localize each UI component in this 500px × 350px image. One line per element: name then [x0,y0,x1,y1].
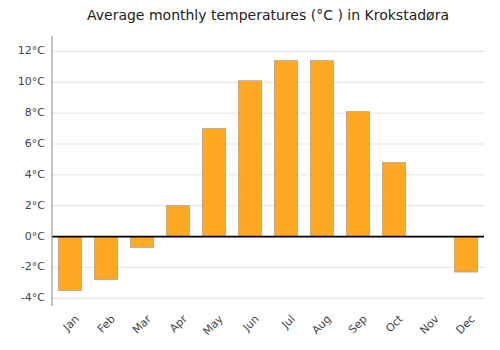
y-tick-label: 2°C [25,199,45,212]
grid-line [52,82,484,83]
bar [238,81,261,237]
y-tick-label: 8°C [25,106,45,119]
y-tick-label: -4°C [21,291,45,304]
y-axis-line [52,36,53,306]
title: Average monthly temperatures (°C ) in Kr… [87,7,449,23]
grid-line [52,174,484,175]
bar [274,61,297,237]
x-tick-label: Feb [95,313,118,336]
bar [94,237,117,280]
bar [130,237,153,248]
y-axis: -4°C -2°C 0°C 2°C 4°C 6°C 8°C 10°C 12°C [18,44,45,304]
x-tick-label: Oct [383,312,406,335]
x-tick-label: Jan [60,313,82,335]
grid-line [52,205,484,206]
x-axis: Jan Feb Mar Apr May Jun Jul Aug Sep Oct Nov Dec [60,312,478,338]
zero-line [52,236,484,238]
x-tick-label: May [200,312,226,338]
grid [52,51,484,298]
bar [58,237,81,291]
y-tick-label: 12°C [18,44,45,57]
bar [346,112,369,237]
grid-line [52,113,484,114]
y-tick-label: 0°C [25,230,45,243]
x-tick-label: Nov [417,312,442,337]
bar [454,237,477,272]
x-tick-label: Sep [346,313,370,337]
grid-line [52,144,484,145]
y-tick-label: 6°C [25,137,45,150]
x-tick-label: Jun [240,313,262,335]
grid-line [52,236,484,237]
x-tick-label: Dec [454,313,478,337]
chart: -4°C -2°C 0°C 2°C 4°C 6°C 8°C 10°C 12°C Jan Feb Mar… [0,0,500,350]
y-tick-label: 4°C [25,168,45,181]
bar [310,61,333,237]
bars [58,61,477,291]
y-tick-label: -2°C [21,260,45,273]
x-tick-label: Mar [130,312,154,336]
bar [382,163,405,237]
x-tick-label: Jul [278,313,297,332]
x-tick-label: Apr [167,312,190,335]
y-tick-label: 10°C [18,75,45,88]
grid-line [52,51,484,52]
grid-line [52,298,484,299]
x-tick-label: Aug [309,313,333,337]
bar [166,206,189,237]
bar [202,129,225,237]
